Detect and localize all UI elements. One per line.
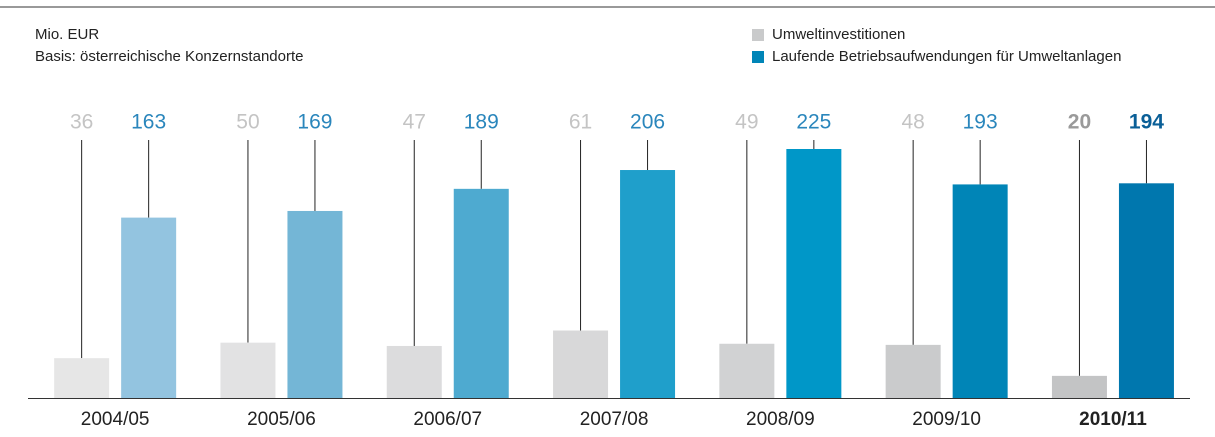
subtitle: Basis: österreichische Konzernstandorte <box>35 48 303 65</box>
bar <box>121 217 177 398</box>
value-label: 225 <box>796 111 831 134</box>
bar <box>620 170 676 398</box>
bar <box>287 210 343 398</box>
value-label: 61 <box>569 111 592 134</box>
x-tick-label: 2007/08 <box>580 409 649 430</box>
value-label: 50 <box>236 111 259 134</box>
bar <box>386 345 442 398</box>
bar <box>1051 375 1107 398</box>
bar <box>453 188 509 398</box>
value-label: 206 <box>630 111 665 134</box>
bar <box>719 343 775 398</box>
x-tick-label: 2004/05 <box>81 409 150 430</box>
bar <box>786 149 842 398</box>
legend-label: Umweltinvestitionen <box>772 26 905 43</box>
subtitle: Mio. EUR <box>35 26 99 43</box>
x-tick-label: 2006/07 <box>413 409 482 430</box>
value-label: 49 <box>735 111 758 134</box>
bar <box>1118 183 1174 398</box>
value-label: 194 <box>1129 111 1164 134</box>
value-label: 169 <box>297 111 332 134</box>
legend-swatch <box>752 29 764 41</box>
x-tick-label: 2009/10 <box>912 409 981 430</box>
value-label: 193 <box>963 111 998 134</box>
x-tick-label: 2005/06 <box>247 409 316 430</box>
bar <box>553 330 609 398</box>
bar <box>220 342 276 398</box>
value-label: 48 <box>901 111 924 134</box>
value-label: 163 <box>131 111 166 134</box>
bar <box>885 344 941 398</box>
bar <box>54 358 110 398</box>
value-label: 47 <box>403 111 426 134</box>
legend-swatch <box>752 51 764 63</box>
x-tick-label: 2010/11 <box>1079 409 1147 430</box>
legend-label: Laufende Betriebsaufwendungen für Umwelt… <box>772 48 1121 65</box>
value-label: 20 <box>1068 111 1091 134</box>
value-label: 36 <box>70 111 93 134</box>
x-tick-label: 2008/09 <box>746 409 815 430</box>
value-label: 189 <box>464 111 499 134</box>
bar <box>952 184 1008 398</box>
